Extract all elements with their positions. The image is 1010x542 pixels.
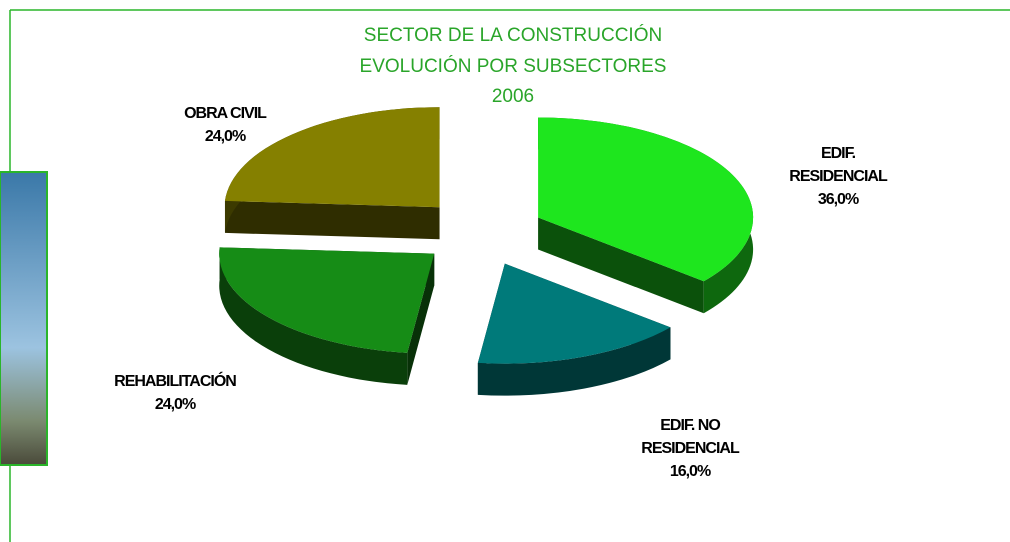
value-label: 16,0% (669, 463, 711, 480)
slice (538, 117, 754, 282)
slice (224, 107, 440, 208)
slice-wall (224, 200, 440, 240)
slice-wall (538, 217, 704, 314)
category-label: OBRA CIVIL (184, 105, 267, 122)
slice-label: OBRA CIVIL 24,0% (140, 102, 310, 148)
category-label: EDIF. RESIDENCIAL (789, 145, 887, 185)
photo (0, 171, 48, 466)
slice (219, 247, 435, 353)
chart-title: EVOLUCIÓN POR SUBSECTORES (359, 56, 667, 77)
category-label: EDIF. NO RESIDENCIAL (641, 417, 739, 457)
value-label: 24,0% (154, 396, 196, 413)
value-label: 24,0% (204, 128, 246, 145)
slice-label: EDIF. RESIDENCIAL 36,0% (748, 142, 928, 211)
slice-side (219, 247, 408, 385)
slice-wall (407, 253, 435, 385)
value-label: 36,0% (817, 191, 859, 208)
category-label: REHABILITACIÓN (114, 373, 237, 390)
chart-title: 2006 (491, 86, 535, 107)
slice (477, 263, 671, 364)
slice-label: EDIF. NO RESIDENCIAL 16,0% (600, 414, 780, 483)
slice-label: REHABILITACIÓN 24,0% (75, 370, 275, 416)
pie (219, 107, 754, 396)
slice-side (477, 327, 671, 396)
chart-title: SECTOR DE LA CONSTRUCCIÓN (363, 25, 663, 46)
